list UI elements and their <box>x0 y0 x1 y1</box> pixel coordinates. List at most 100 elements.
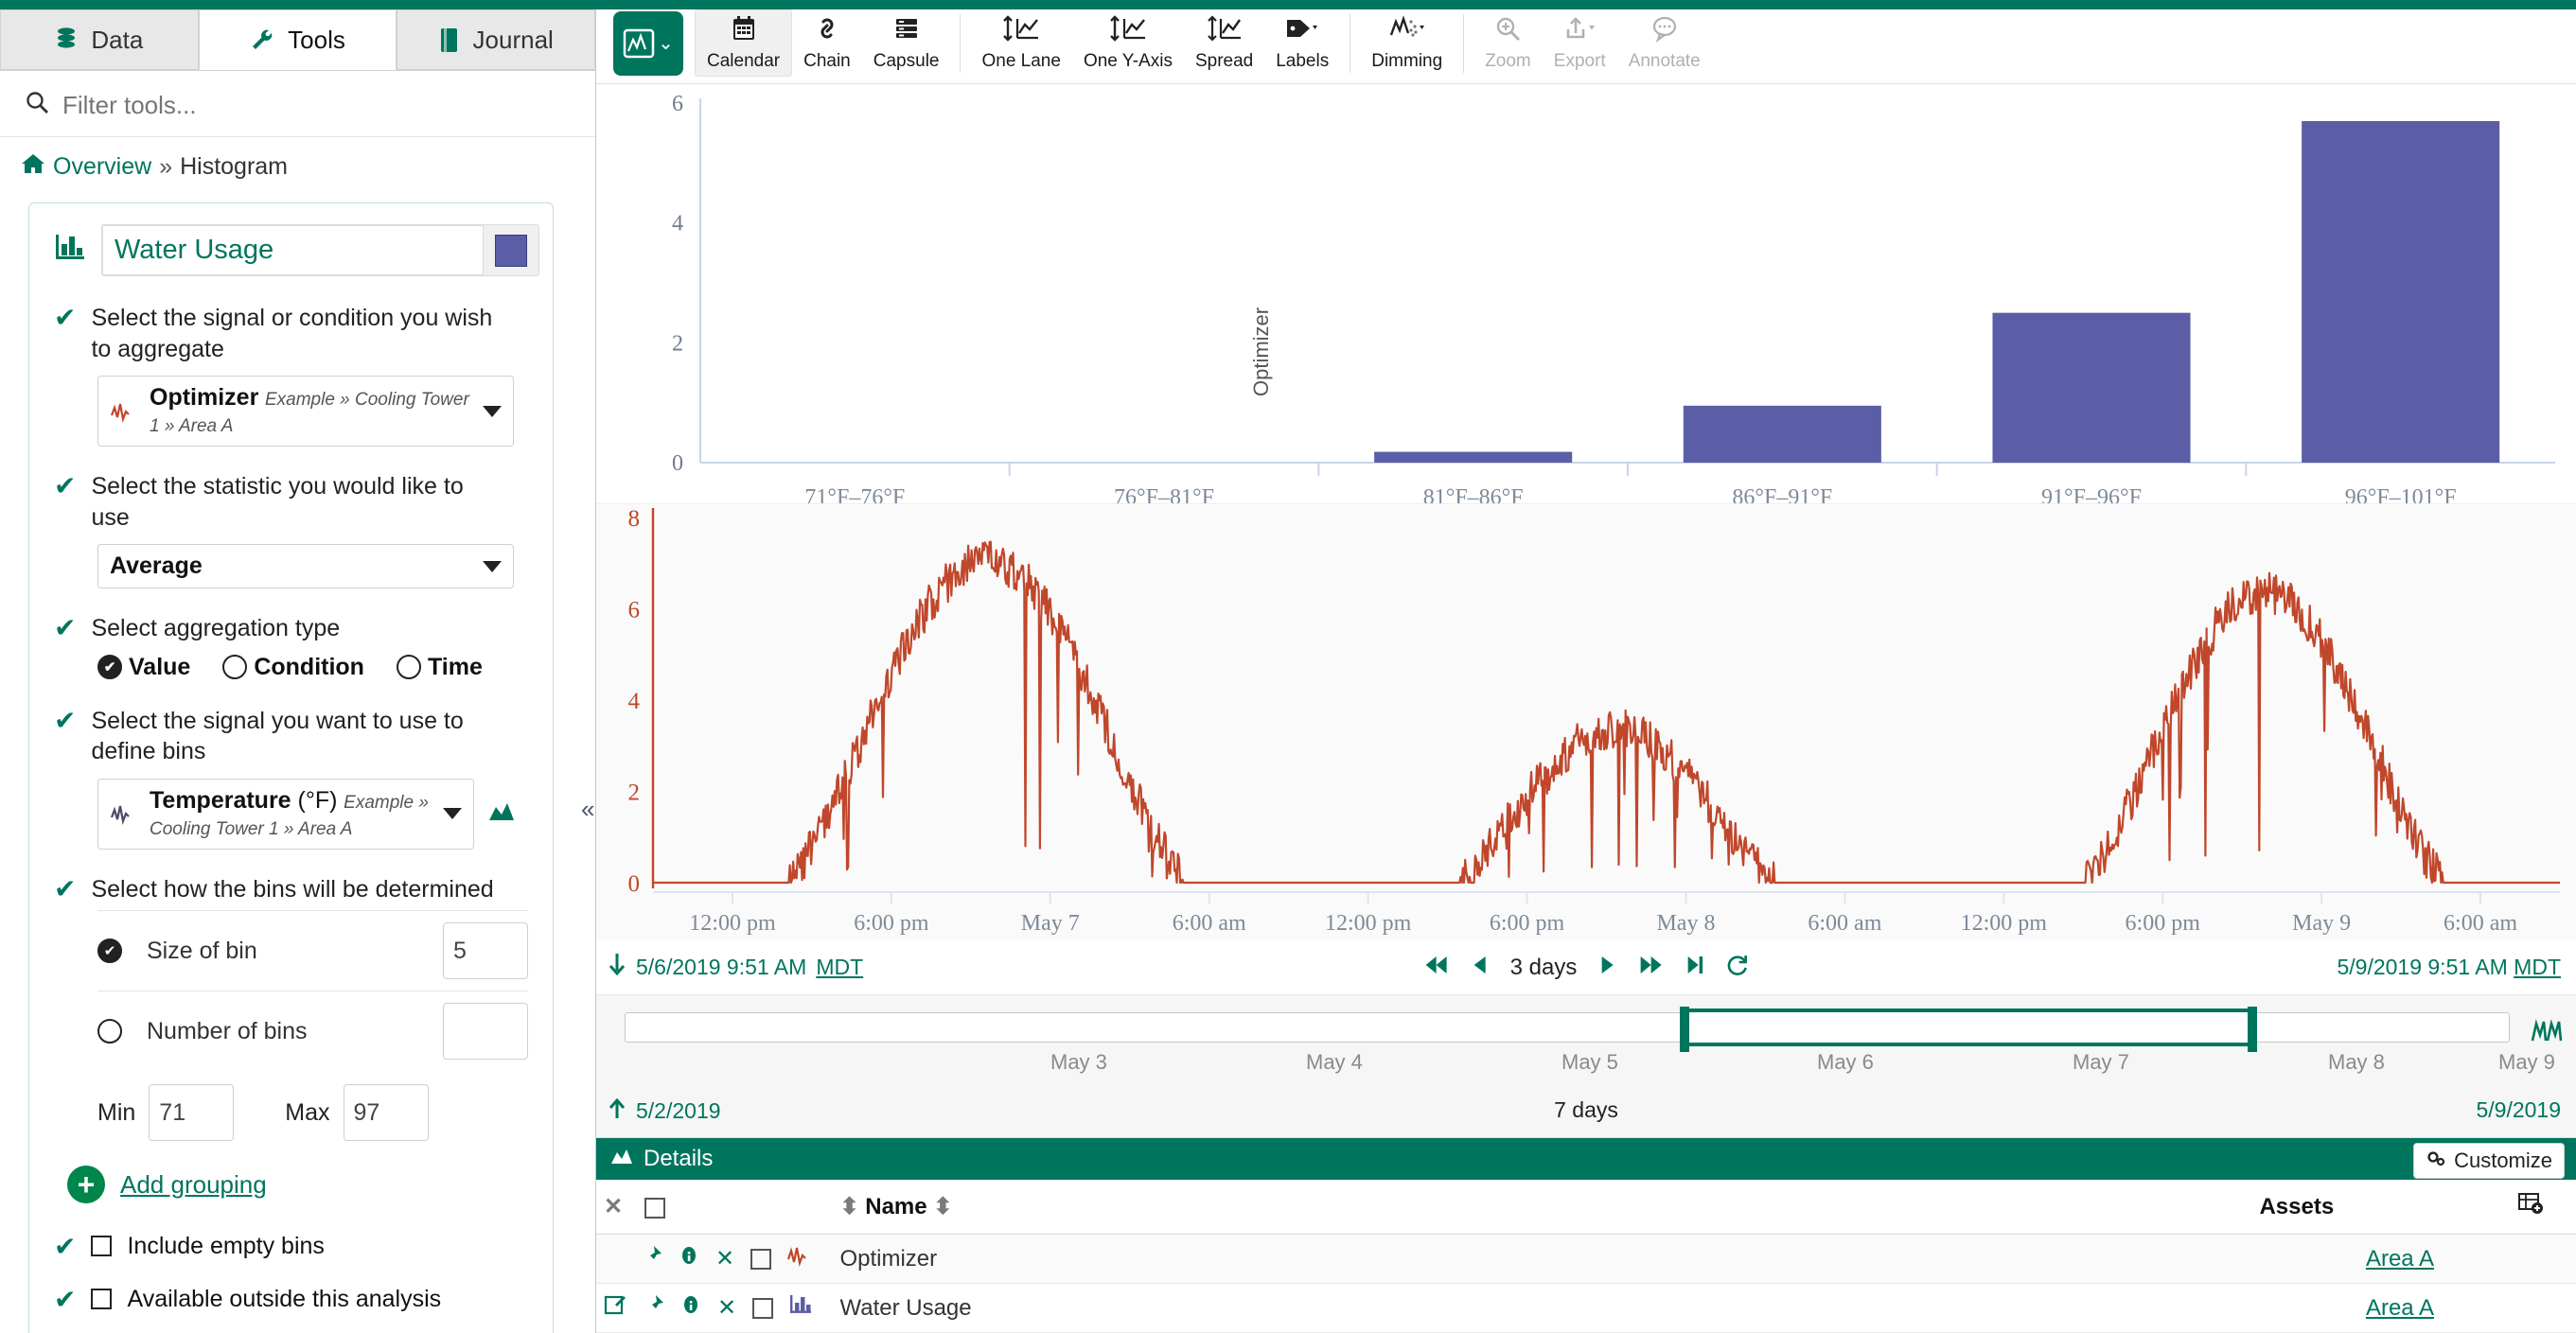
table-row[interactable]: ✕ Optimizer Area A <box>596 1234 2576 1284</box>
sort-icon[interactable]: ⬍ <box>839 1194 859 1219</box>
clear-icon[interactable]: ✕ <box>604 1194 624 1219</box>
svg-text:6:00 am: 6:00 am <box>2444 911 2517 936</box>
min-max-row: Min Max <box>97 1071 528 1141</box>
pin-icon[interactable] <box>641 1244 663 1273</box>
info-icon[interactable] <box>680 1293 701 1323</box>
svg-text:6: 6 <box>672 92 683 116</box>
row-asset-cell: Area A <box>2251 1283 2510 1333</box>
step-forward-icon[interactable] <box>1596 954 1616 982</box>
full-range-start-group: 5/2/2019 <box>608 1097 721 1126</box>
field-bins-label: Select how the bins will be determined <box>91 875 494 903</box>
full-range-start[interactable]: 5/2/2019 <box>636 1098 721 1124</box>
chevron-down-icon <box>483 405 502 417</box>
table-row[interactable]: ✕ Water Usage Area A <box>596 1283 2576 1333</box>
breadcrumb-overview[interactable]: Overview <box>53 153 152 180</box>
radio-condition[interactable]: Condition <box>222 654 364 681</box>
field-binsignal-label: Select the signal you want to use to def… <box>91 707 464 765</box>
toolbar-one-lane[interactable]: One Lane <box>970 10 1071 76</box>
size-of-bin-input[interactable] <box>443 922 528 979</box>
number-of-bins-input[interactable] <box>443 1003 528 1060</box>
radio-number-of-bins-dot <box>97 1019 122 1044</box>
toolbar-spread[interactable]: Spread <box>1184 10 1264 76</box>
min-input[interactable] <box>149 1084 235 1141</box>
annotate-icon <box>1650 14 1679 49</box>
toolbar-zoom-label: Zoom <box>1485 51 1531 72</box>
tool-title-input[interactable] <box>102 225 484 275</box>
toolbar-chain-label: Chain <box>803 51 851 72</box>
sort-icon[interactable]: ⬍ <box>933 1194 953 1219</box>
details-title: Details <box>644 1146 714 1171</box>
collapse-panel-handle[interactable]: « <box>581 795 595 823</box>
fast-forward-icon[interactable] <box>1635 954 1664 982</box>
preview-chart-icon[interactable] <box>487 798 516 831</box>
toolbar-divider <box>1463 13 1465 73</box>
select-all-checkbox[interactable] <box>644 1197 665 1219</box>
skip-start-icon[interactable] <box>1423 954 1452 982</box>
tab-data[interactable]: Data <box>0 9 199 70</box>
max-input[interactable] <box>343 1084 429 1141</box>
tab-tools[interactable]: Tools <box>198 9 397 70</box>
remove-icon[interactable]: ✕ <box>715 1246 735 1272</box>
scrub-handle-icon[interactable] <box>2529 1016 2563 1053</box>
include-empty-bins-checkbox[interactable] <box>91 1236 113 1256</box>
svg-text:6:00 pm: 6:00 pm <box>854 911 929 936</box>
skip-end-icon[interactable] <box>1683 954 1705 982</box>
color-swatch-button[interactable] <box>484 225 538 275</box>
asset-link[interactable]: Area A <box>2365 1245 2434 1272</box>
radio-time[interactable]: Time <box>396 654 483 681</box>
check-icon: ✔ <box>54 303 77 332</box>
bin-signal-select[interactable]: Temperature (°F) Example » Cooling Tower… <box>97 778 474 850</box>
toolbar-calendar[interactable]: Calendar <box>695 9 793 78</box>
pin-icon[interactable] <box>643 1293 665 1323</box>
refresh-icon[interactable] <box>1724 954 1749 982</box>
toolbar-labels[interactable]: Labels <box>1264 10 1340 76</box>
asset-link[interactable]: Area A <box>2365 1294 2434 1321</box>
export-icon <box>1562 14 1597 49</box>
add-grouping-row[interactable]: + Add grouping <box>67 1166 528 1203</box>
scrub-tick-4: May 7 <box>2073 1050 2129 1075</box>
edit-icon[interactable] <box>604 1293 626 1323</box>
step-back-icon[interactable] <box>1471 954 1491 982</box>
radio-size-of-bin-dot <box>97 938 122 963</box>
available-outside-checkbox[interactable] <box>91 1289 113 1309</box>
tab-tools-label: Tools <box>288 25 345 54</box>
statistic-select[interactable]: Average <box>97 544 514 588</box>
add-grouping-link[interactable]: Add grouping <box>120 1169 267 1199</box>
toolbar-one-y-axis[interactable]: One Y-Axis <box>1072 10 1184 76</box>
toolbar-dimming[interactable]: Dimming <box>1360 10 1454 76</box>
up-arrow-icon <box>608 1097 626 1126</box>
range-end-group: 5/9/2019 9:51 AM MDT <box>2337 955 2561 980</box>
range-start-timezone[interactable]: MDT <box>816 955 864 980</box>
trend-view-icon[interactable]: ⌄ <box>613 10 683 76</box>
remove-icon[interactable]: ✕ <box>717 1295 737 1321</box>
customize-button[interactable]: Customize <box>2413 1143 2565 1179</box>
row-spacer-cell <box>2510 1283 2576 1333</box>
full-range-duration: 7 days <box>1554 1096 1618 1122</box>
filter-tools-input[interactable] <box>62 91 571 120</box>
add-column-icon[interactable] <box>2517 1193 2544 1221</box>
tab-journal[interactable]: Journal <box>397 9 596 70</box>
info-icon[interactable] <box>679 1244 699 1273</box>
row-checkbox[interactable] <box>751 1297 773 1319</box>
svg-text:2: 2 <box>672 331 683 356</box>
radio-value[interactable]: Value <box>97 654 190 681</box>
row-checkbox[interactable] <box>750 1248 771 1270</box>
signal-select[interactable]: Optimizer Example » Cooling Tower 1 » Ar… <box>97 376 514 447</box>
size-of-bin-left[interactable]: Size of bin <box>97 938 443 965</box>
full-range-end[interactable]: 5/9/2019 <box>2476 1096 2561 1122</box>
chevron-down-icon <box>483 560 502 572</box>
number-of-bins-left[interactable]: Number of bins <box>97 1018 443 1045</box>
toolbar-annotate-label: Annotate <box>1628 51 1701 72</box>
radio-value-dot <box>97 655 122 679</box>
range-end-timezone[interactable]: MDT <box>2514 955 2561 980</box>
field-statistic: ✔ Select the statistic you would like to… <box>54 471 528 588</box>
home-icon[interactable] <box>21 152 45 182</box>
toolbar-chain[interactable]: Chain <box>792 10 862 76</box>
range-start-datetime[interactable]: 5/6/2019 9:51 AM <box>636 955 807 980</box>
signal-icon <box>110 400 138 423</box>
scrub-selection[interactable] <box>1680 1007 2257 1053</box>
row-icons-cell: ✕ <box>596 1283 833 1333</box>
range-end-datetime[interactable]: 5/9/2019 9:51 AM <box>2337 955 2508 980</box>
toolbar-capsule[interactable]: Capsule <box>862 10 951 76</box>
